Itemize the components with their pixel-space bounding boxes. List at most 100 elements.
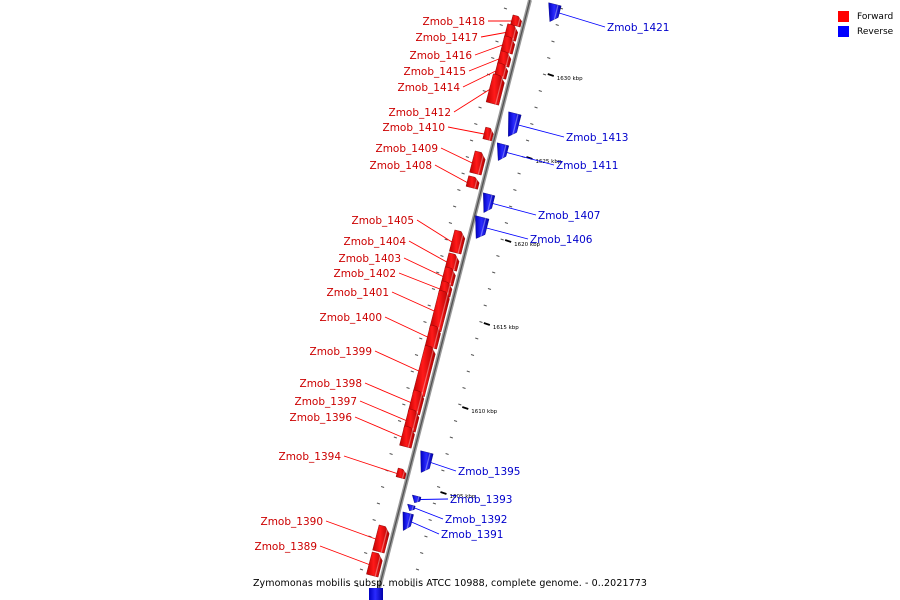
forward-leader-line <box>474 44 503 56</box>
minor-tick <box>453 420 458 422</box>
minor-tick <box>432 502 437 505</box>
gene-labels: Zmob_1418 Zmob_1417 Zmob_1416 Zmob_1415 Zmob… <box>255 16 670 553</box>
minor-tick <box>449 436 453 439</box>
gene-highlight <box>411 410 419 432</box>
minor-tick <box>469 139 474 142</box>
forward-gene <box>485 73 505 106</box>
forward-leader-line <box>440 147 473 164</box>
minor-tick <box>411 585 415 587</box>
forward-gene-label: Zmob_1389 <box>255 541 317 553</box>
legend-reverse-label: Reverse <box>857 26 894 37</box>
reverse-gene-label: Zmob_1395 <box>458 466 520 478</box>
reverse-leader-line <box>420 498 449 500</box>
minor-tick <box>482 90 486 92</box>
minor-tick <box>393 436 397 439</box>
minor-tick <box>491 57 495 59</box>
minor-tick <box>492 271 496 274</box>
tick-label: 1620 kbp <box>514 242 540 248</box>
minor-tick <box>406 387 410 389</box>
minor-tick <box>359 568 364 571</box>
tick-label: 1615 kbp <box>493 325 519 331</box>
reverse-gene <box>407 503 416 512</box>
forward-leader-line <box>359 400 407 421</box>
forward-gene <box>449 229 466 255</box>
minor-ticks <box>355 7 564 587</box>
tick-label: 1610 kbp <box>471 409 497 415</box>
gene-highlight <box>457 231 465 254</box>
reverse-leader-line <box>559 12 606 28</box>
gene-highlight <box>380 527 389 553</box>
gene-highlight <box>401 469 406 479</box>
reverse-gene-label: Zmob_1392 <box>445 514 507 526</box>
truncated-gene <box>369 588 383 600</box>
reverse-gene <box>475 215 490 239</box>
forward-leader-line <box>364 382 411 403</box>
forward-gene <box>497 50 512 68</box>
minor-tick <box>440 255 444 257</box>
forward-leader-line <box>462 70 496 88</box>
forward-gene <box>366 551 383 578</box>
minor-tick <box>474 123 478 125</box>
reverse-gene-label: Zmob_1411 <box>556 160 618 172</box>
minor-tick <box>364 552 368 554</box>
forward-leader-line <box>447 126 485 135</box>
minor-tick <box>504 222 509 224</box>
forward-gene-label: Zmob_1401 <box>327 287 389 299</box>
gene-shapes <box>366 2 562 600</box>
gene-highlight <box>433 326 440 349</box>
reverse-gene <box>483 192 496 213</box>
major-tick <box>504 239 512 243</box>
gene-highlight <box>495 76 504 105</box>
forward-gene <box>407 389 425 416</box>
reverse-leader-line <box>506 152 555 166</box>
minor-tick <box>466 370 470 373</box>
forward-gene <box>395 467 407 480</box>
minor-tick <box>457 189 461 191</box>
reverse-gene <box>402 511 414 531</box>
minor-tick <box>479 321 483 323</box>
gene-highlight <box>477 152 485 175</box>
forward-gene <box>372 524 390 554</box>
forward-leader-line <box>319 545 370 565</box>
gene-highlight <box>407 427 414 448</box>
forward-gene-label: Zmob_1398 <box>300 378 362 390</box>
minor-tick <box>424 535 428 538</box>
minor-tick <box>436 271 440 274</box>
reverse-leader-line <box>411 521 440 535</box>
forward-leader-line <box>374 350 419 372</box>
forward-gene-label: Zmob_1402 <box>334 268 396 280</box>
reverse-gene-label: Zmob_1391 <box>441 529 503 541</box>
forward-gene-label: Zmob_1399 <box>310 346 372 358</box>
minor-tick <box>355 585 359 587</box>
forward-gene <box>429 289 450 333</box>
minor-tick <box>461 172 465 175</box>
gene-highlight <box>505 52 511 67</box>
minor-tick <box>508 205 513 208</box>
forward-gene <box>482 126 494 142</box>
minor-tick <box>380 486 385 488</box>
gene-highlight <box>486 194 493 214</box>
major-ticks: 1605 kbp 1610 kbp 1615 kbp 1620 kbp 1625 kbp… <box>440 73 583 500</box>
forward-leader-line <box>354 416 403 438</box>
forward-gene-label: Zmob_1409 <box>376 143 438 155</box>
minor-tick <box>419 337 423 340</box>
minor-tick <box>402 403 406 406</box>
forward-gene-label: Zmob_1415 <box>404 66 466 78</box>
forward-leader-line <box>434 164 468 183</box>
gene-highlight <box>453 254 459 271</box>
minor-tick <box>496 255 500 257</box>
major-tick <box>461 406 469 410</box>
forward-gene-label: Zmob_1412 <box>389 107 451 119</box>
legend-reverse: Reverse <box>838 24 893 39</box>
minor-tick <box>452 205 457 208</box>
legend: Forward Reverse <box>838 9 893 39</box>
minor-tick <box>372 519 376 521</box>
gene-highlight <box>405 513 412 532</box>
leader-lines <box>319 12 606 565</box>
reverse-gene-label: Zmob_1413 <box>566 132 628 144</box>
tick-label: 1605 kbp <box>449 494 475 500</box>
reverse-gene <box>496 142 510 161</box>
forward-gene-label: Zmob_1416 <box>410 50 473 62</box>
minor-tick <box>376 502 381 505</box>
major-tick <box>547 73 555 77</box>
